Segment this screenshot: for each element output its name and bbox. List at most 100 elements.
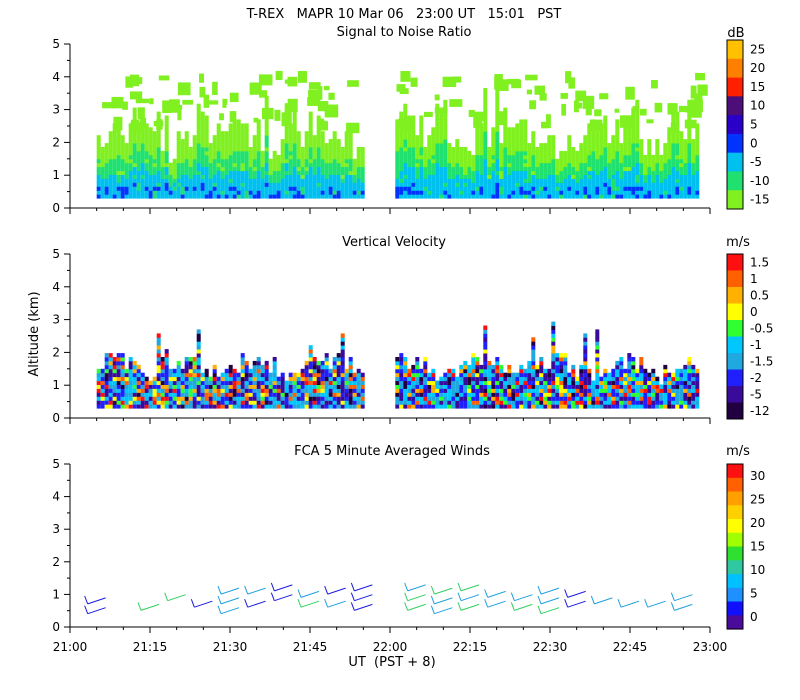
heatmap-cell <box>320 174 325 179</box>
heatmap-cell <box>316 182 321 187</box>
heatmap-cell <box>655 158 660 164</box>
heatmap-cell <box>643 380 648 385</box>
heatmap-cell <box>635 396 640 401</box>
heatmap-cell <box>595 404 600 409</box>
heatmap-cell <box>168 162 173 168</box>
heatmap-cell <box>164 162 169 168</box>
heatmap-cell <box>515 178 520 183</box>
heatmap-cell <box>415 357 420 362</box>
heatmap-cell <box>531 384 536 389</box>
heatmap-cell <box>125 76 134 88</box>
heatmap-cell <box>619 368 624 374</box>
heatmap-cell <box>431 396 436 401</box>
heatmap-cell <box>332 131 337 136</box>
heatmap-cell <box>216 182 221 187</box>
heatmap-cell <box>312 158 317 164</box>
heatmap-cell <box>264 123 269 128</box>
heatmap-cell <box>184 131 189 136</box>
heatmap-cell <box>667 158 672 164</box>
heatmap-cell <box>296 135 301 140</box>
heatmap-cell <box>312 170 317 175</box>
heatmap-cell <box>683 404 688 409</box>
heatmap-cell <box>160 174 165 179</box>
heatmap-cell <box>447 372 452 378</box>
heatmap-cell <box>212 194 217 199</box>
heatmap-cell <box>228 158 233 164</box>
heatmap-cell <box>603 182 608 187</box>
heatmap-cell <box>100 400 105 405</box>
heatmap-cell <box>519 404 524 409</box>
heatmap-cell <box>435 135 440 140</box>
heatmap-cell <box>623 368 628 374</box>
heatmap-cell <box>344 154 349 160</box>
heatmap-cell <box>308 150 313 156</box>
heatmap-cell <box>535 364 540 370</box>
heatmap-cell <box>284 404 289 409</box>
heatmap-cell <box>487 190 492 195</box>
heatmap-cell <box>695 190 700 195</box>
heatmap-cell <box>435 154 440 160</box>
heatmap-cell <box>555 174 560 179</box>
heatmap-cell <box>667 178 672 183</box>
heatmap-cell <box>156 190 161 195</box>
heatmap-cell <box>296 178 301 183</box>
heatmap-cell <box>308 368 313 374</box>
heatmap-cell <box>627 384 632 389</box>
heatmap-cell <box>332 135 337 140</box>
heatmap-cell <box>695 135 700 140</box>
heatmap-cell <box>663 372 668 378</box>
heatmap-cell <box>663 404 668 409</box>
heatmap-cell <box>208 396 213 401</box>
heatmap-cell <box>591 396 596 401</box>
heatmap-cell <box>579 147 584 152</box>
heatmap-cell <box>411 162 416 168</box>
heatmap-cell <box>284 400 289 405</box>
heatmap-cell <box>96 384 101 389</box>
heatmap-cell <box>575 182 580 187</box>
heatmap-cell <box>483 95 488 101</box>
heatmap-cell <box>192 404 197 409</box>
heatmap-cell <box>415 388 420 393</box>
heatmap-cell <box>164 174 169 179</box>
heatmap-cell <box>695 154 700 160</box>
heatmap-cell <box>280 147 285 152</box>
heatmap-cell <box>635 123 640 128</box>
heatmap-cell <box>399 360 404 366</box>
heatmap-cell <box>479 392 484 397</box>
heatmap-cell <box>276 182 281 187</box>
heatmap-cell <box>427 392 432 397</box>
wind-barb-flag <box>564 589 569 598</box>
heatmap-cell <box>527 190 532 195</box>
heatmap-cell <box>399 396 404 401</box>
heatmap-cell <box>284 143 289 148</box>
heatmap-cell <box>188 190 193 195</box>
heatmap-cell <box>320 162 325 168</box>
heatmap-cell <box>423 400 428 405</box>
wind-barb-flag <box>190 599 195 608</box>
heatmap-cell <box>667 194 672 199</box>
heatmap-cell <box>130 91 143 100</box>
heatmap-cell <box>559 190 564 195</box>
heatmap-cell <box>442 76 457 88</box>
heatmap-cell <box>495 95 500 101</box>
heatmap-cell <box>507 404 512 409</box>
heatmap-cell <box>104 353 109 358</box>
heatmap-cell <box>543 170 548 175</box>
heatmap-cell <box>543 174 548 179</box>
heatmap-cell <box>483 158 488 164</box>
heatmap-cell <box>655 150 660 156</box>
heatmap-cell <box>395 150 400 156</box>
heatmap-cell <box>515 143 520 148</box>
heatmap-cell <box>583 341 588 346</box>
heatmap-cell <box>192 392 197 397</box>
heatmap-cell <box>675 166 680 172</box>
heatmap-cell <box>527 372 532 378</box>
heatmap-cell <box>168 194 173 199</box>
colorbar-label: 1.5 <box>750 255 769 269</box>
heatmap-cell <box>483 166 488 172</box>
heatmap-cell <box>312 368 317 374</box>
heatmap-cell <box>627 388 632 393</box>
heatmap-cell <box>236 190 241 195</box>
heatmap-cell <box>443 186 448 191</box>
heatmap-cell <box>292 127 297 132</box>
